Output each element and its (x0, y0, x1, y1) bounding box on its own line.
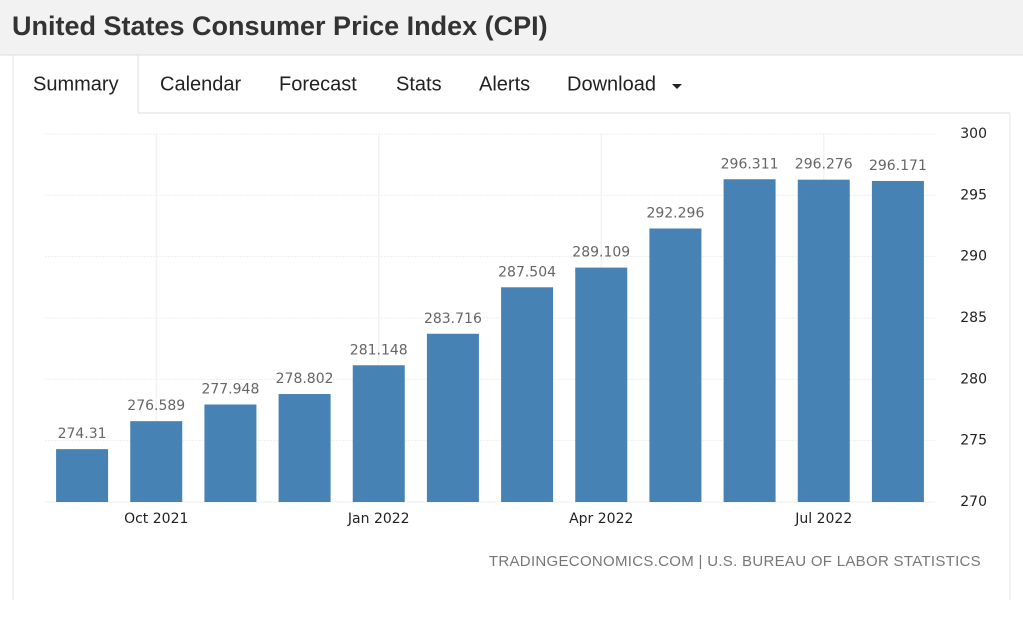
value-label: 281.148 (350, 342, 408, 358)
bar (649, 228, 702, 503)
y-tick-label: 295 (960, 187, 987, 203)
tab[interactable]: Download (567, 73, 656, 95)
x-tick-label: Apr 2022 (569, 511, 633, 527)
value-label: 292.296 (646, 206, 704, 222)
y-tick-label: 290 (960, 249, 987, 265)
value-label: 274.31 (58, 426, 107, 442)
y-tick-label: 300 (960, 126, 987, 142)
tab[interactable]: Alerts (479, 73, 530, 95)
bar (426, 333, 479, 502)
bar (797, 179, 850, 502)
bar (204, 404, 257, 502)
value-label: 287.504 (498, 264, 556, 280)
dropdown-caret[interactable] (672, 84, 682, 89)
source: TRADINGECONOMICS.COM | U.S. BUREAU OF LA… (489, 553, 981, 570)
bar (575, 267, 628, 502)
value-label: 283.716 (424, 311, 482, 327)
value-label: 296.171 (869, 158, 927, 174)
bar (130, 421, 183, 502)
tab[interactable]: Summary (33, 73, 119, 95)
x-tick-label: Oct 2021 (124, 511, 188, 527)
bar (501, 287, 554, 502)
x-tick-label: Jul 2022 (794, 511, 852, 527)
page-title: United States Consumer Price Index (CPI) (12, 11, 548, 41)
value-label: 278.802 (276, 371, 334, 387)
bar (56, 449, 109, 502)
value-label: 277.948 (201, 382, 259, 398)
y-tick-label: 280 (960, 371, 987, 387)
y-tick-label: 270 (960, 494, 987, 510)
value-label: 276.589 (127, 398, 185, 414)
tab[interactable]: Forecast (279, 73, 357, 95)
tab[interactable]: Calendar (160, 73, 242, 95)
x-tick-label: Jan 2022 (347, 511, 410, 527)
y-tick-label: 285 (960, 310, 987, 326)
bar (278, 394, 331, 502)
bar (723, 179, 776, 502)
chart: Oct 2021 Jan 2022 Apr 2022 Jul 2022 270 275 28… (45, 126, 987, 527)
header-bg (0, 0, 1023, 55)
value-label: 289.109 (572, 245, 630, 261)
value-label: 296.276 (795, 157, 853, 173)
y-tick-label: 275 (960, 433, 987, 449)
tab[interactable]: Stats (396, 73, 442, 95)
value-label: 296.311 (721, 156, 779, 172)
bar (871, 180, 924, 503)
bar (352, 365, 405, 502)
